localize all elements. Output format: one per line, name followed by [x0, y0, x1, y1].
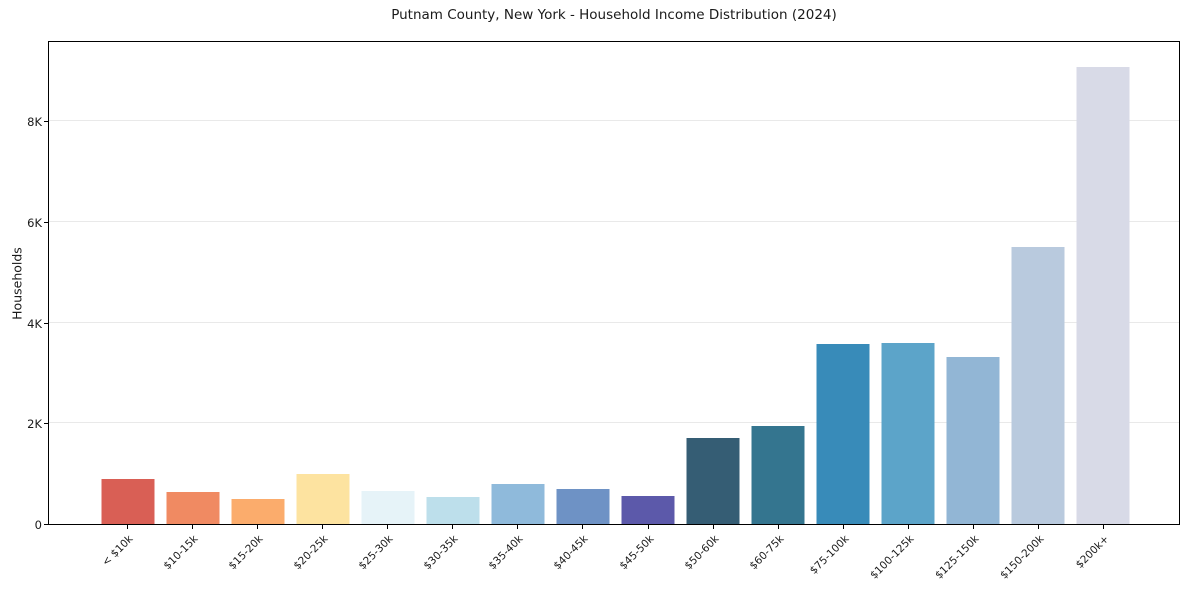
y-tick-label: 6K — [27, 215, 42, 230]
x-tick-mark — [517, 525, 519, 529]
bar-slot — [1005, 42, 1070, 524]
bar-$60-75k — [751, 425, 804, 524]
bar-$25-30k — [361, 490, 414, 524]
x-tick-mark — [1103, 525, 1105, 529]
bar-slot — [160, 42, 225, 524]
bar-slot — [225, 42, 290, 524]
bar-slot — [1070, 42, 1135, 524]
x-tick-label: < $10k — [99, 533, 136, 569]
gridline — [49, 120, 1179, 122]
bar-slot — [875, 42, 940, 524]
x-tick-mark — [126, 525, 128, 529]
x-tick-mark — [777, 525, 779, 529]
y-tick-label: 8K — [27, 115, 42, 130]
x-tick-mark — [712, 525, 714, 529]
x-tick-mark — [321, 525, 323, 529]
bar-$200k+ — [1076, 66, 1129, 524]
y-tick-mark — [44, 322, 48, 324]
bar-slot — [810, 42, 875, 524]
bar-slot — [940, 42, 1005, 524]
y-tick-label: 2K — [27, 417, 42, 432]
x-tick-mark — [842, 525, 844, 529]
bar-$100-125k — [881, 342, 934, 524]
x-tick-mark — [647, 525, 649, 529]
y-tick-label: 0 — [34, 518, 42, 532]
bar-slot — [420, 42, 485, 524]
y-tick-label: 4K — [27, 316, 42, 331]
bar-$50-60k — [686, 437, 739, 524]
y-tick-mark — [44, 423, 48, 425]
y-tick-mark — [44, 121, 48, 123]
x-tick-mark — [1038, 525, 1040, 529]
bar-$35-40k — [491, 483, 544, 524]
bar-$125-150k — [946, 356, 999, 524]
gridlines-layer — [49, 42, 1179, 524]
x-tick-mark — [387, 525, 389, 529]
bar-slot — [745, 42, 810, 524]
bar-slot — [355, 42, 420, 524]
y-tick-mark — [44, 221, 48, 223]
bar-$30-35k — [426, 496, 479, 524]
y-tick-mark — [44, 524, 48, 525]
bar-$150-200k — [1011, 247, 1064, 524]
x-tick-mark — [973, 525, 975, 529]
bar-< $10k — [101, 479, 154, 524]
bar-$10-15k — [166, 491, 219, 524]
x-tick-mark — [256, 525, 258, 529]
bars-layer — [49, 42, 1179, 524]
bar-slot — [290, 42, 355, 524]
bar-$40-45k — [556, 488, 609, 524]
bar-$45-50k — [621, 495, 674, 524]
x-tick-mark — [452, 525, 454, 529]
x-tick-mark — [191, 525, 193, 529]
bar-slot — [95, 42, 160, 524]
gridline — [49, 422, 1179, 424]
bar-slot — [550, 42, 615, 524]
chart-title: Putnam County, New York - Household Inco… — [391, 7, 837, 23]
gridline — [49, 220, 1179, 222]
bar-slot — [680, 42, 745, 524]
bar-$15-20k — [231, 498, 284, 524]
bar-slot — [615, 42, 680, 524]
bar-slot — [485, 42, 550, 524]
plot-area — [48, 41, 1180, 525]
bar-$75-100k — [816, 343, 869, 524]
x-tick-mark — [908, 525, 910, 529]
bar-$20-25k — [296, 474, 349, 524]
gridline — [49, 321, 1179, 323]
x-tick-mark — [582, 525, 584, 529]
